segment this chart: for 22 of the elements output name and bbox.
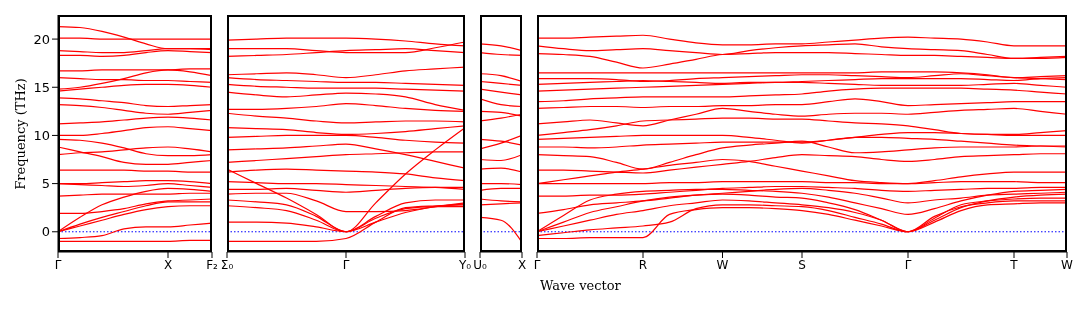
x-tick-label: Σ₀ [220, 257, 234, 272]
y-tick-label: 5 [41, 176, 50, 192]
x-tick-label: Γ [342, 257, 350, 272]
x-tick-label: Γ [533, 257, 541, 272]
x-tick-label: U₀ [473, 257, 487, 272]
y-tick-label: 15 [33, 79, 50, 95]
x-tick-label: S [798, 257, 806, 272]
x-tick-label: W [1061, 257, 1074, 272]
y-tick-label: 10 [33, 128, 50, 144]
x-tick-label: Γ [904, 257, 912, 272]
y-tick-label: 20 [33, 31, 50, 47]
y-axis-title: Frequency (THz) [12, 77, 28, 190]
x-tick-label: F₂ [206, 257, 219, 272]
x-tick-label: T [1009, 257, 1019, 272]
x-tick-label: X [163, 257, 173, 272]
x-tick-label: Γ [54, 257, 62, 272]
x-tick-label: Y₀ [457, 257, 472, 272]
x-axis-title: Wave vector [540, 278, 621, 293]
x-tick-label: X [517, 257, 527, 272]
y-tick-label: 0 [41, 224, 50, 240]
x-tick-label: W [716, 257, 729, 272]
x-tick-label: R [638, 257, 648, 272]
